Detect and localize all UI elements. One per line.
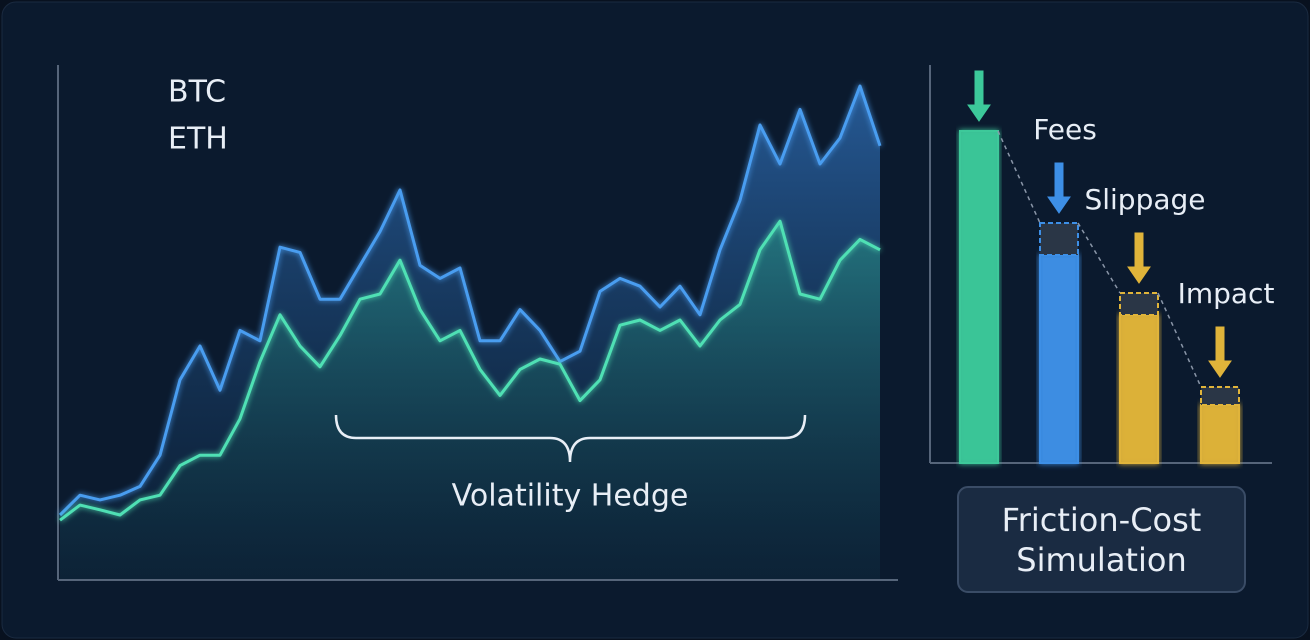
areas bbox=[60, 86, 880, 580]
arrow bbox=[1047, 162, 1071, 214]
cost-segment bbox=[1200, 386, 1240, 406]
bar-label: Impact bbox=[1178, 277, 1275, 310]
connector bbox=[1077, 222, 1121, 294]
connector bbox=[1157, 292, 1202, 388]
cost-segment bbox=[1119, 292, 1159, 316]
connector bbox=[997, 130, 1041, 224]
line bbox=[58, 84, 882, 517]
brace bbox=[334, 414, 807, 463]
caption-box bbox=[957, 486, 1246, 593]
caption: Friction-Cost Simulation bbox=[1001, 500, 1202, 579]
legend-label: BTC bbox=[168, 75, 226, 110]
bar-label: Slippage bbox=[1084, 183, 1205, 216]
arrow bbox=[967, 70, 991, 122]
arrow bbox=[1208, 326, 1232, 378]
annotation: Volatility Hedge bbox=[452, 479, 689, 514]
bar bbox=[1039, 254, 1079, 464]
cost-segment bbox=[1039, 222, 1079, 256]
area bbox=[60, 221, 880, 580]
line bbox=[59, 219, 881, 522]
bar bbox=[1119, 314, 1159, 464]
bar-label: Fees bbox=[1033, 113, 1097, 146]
arrow bbox=[1127, 232, 1151, 284]
bar bbox=[1200, 404, 1240, 464]
bar bbox=[959, 130, 999, 464]
legend-label: ETH bbox=[168, 122, 228, 157]
